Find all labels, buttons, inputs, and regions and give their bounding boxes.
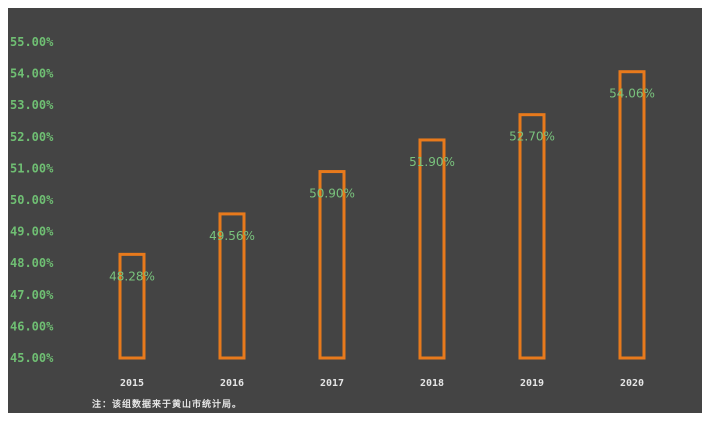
y-tick-label: 51.00% xyxy=(10,161,54,175)
bar xyxy=(118,252,146,360)
x-tick-label: 2016 xyxy=(220,378,244,389)
x-tick-label: 2015 xyxy=(120,378,144,389)
x-tick-label: 2017 xyxy=(320,378,344,389)
y-tick-label: 50.00% xyxy=(10,193,54,207)
y-tick-label: 46.00% xyxy=(10,319,54,333)
data-label: 48.28% xyxy=(109,269,155,283)
y-tick-label: 48.00% xyxy=(10,256,54,270)
bar xyxy=(218,212,246,360)
bar xyxy=(318,170,346,360)
data-label: 51.90% xyxy=(409,155,455,169)
x-tick-label: 2020 xyxy=(620,378,644,389)
x-tick-label: 2019 xyxy=(520,378,544,389)
data-label: 49.56% xyxy=(209,229,255,243)
y-tick-label: 52.00% xyxy=(10,130,54,144)
x-tick-label: 2018 xyxy=(420,378,444,389)
bar xyxy=(418,138,446,360)
y-tick-label: 45.00% xyxy=(10,351,54,365)
y-tick-label: 49.00% xyxy=(10,225,54,239)
bar-chart: 45.00% 46.00% 47.00% 48.00% 49.00% 50.00% 51.0… xyxy=(10,35,655,389)
source-note: 注：该组数据来于黄山市统计局。 xyxy=(92,400,243,410)
data-label: 54.06% xyxy=(609,87,655,101)
y-tick-label: 55.00% xyxy=(10,35,54,49)
y-tick-label: 54.00% xyxy=(10,67,54,81)
bar xyxy=(618,70,646,360)
y-tick-label: 53.00% xyxy=(10,98,54,112)
bar xyxy=(518,113,546,360)
chart-panel: 45.00% 46.00% 47.00% 48.00% 49.00% 50.00% 51.0… xyxy=(8,8,702,413)
y-tick-label: 47.00% xyxy=(10,288,54,302)
data-label: 50.90% xyxy=(309,187,355,201)
data-label: 52.70% xyxy=(509,130,555,144)
